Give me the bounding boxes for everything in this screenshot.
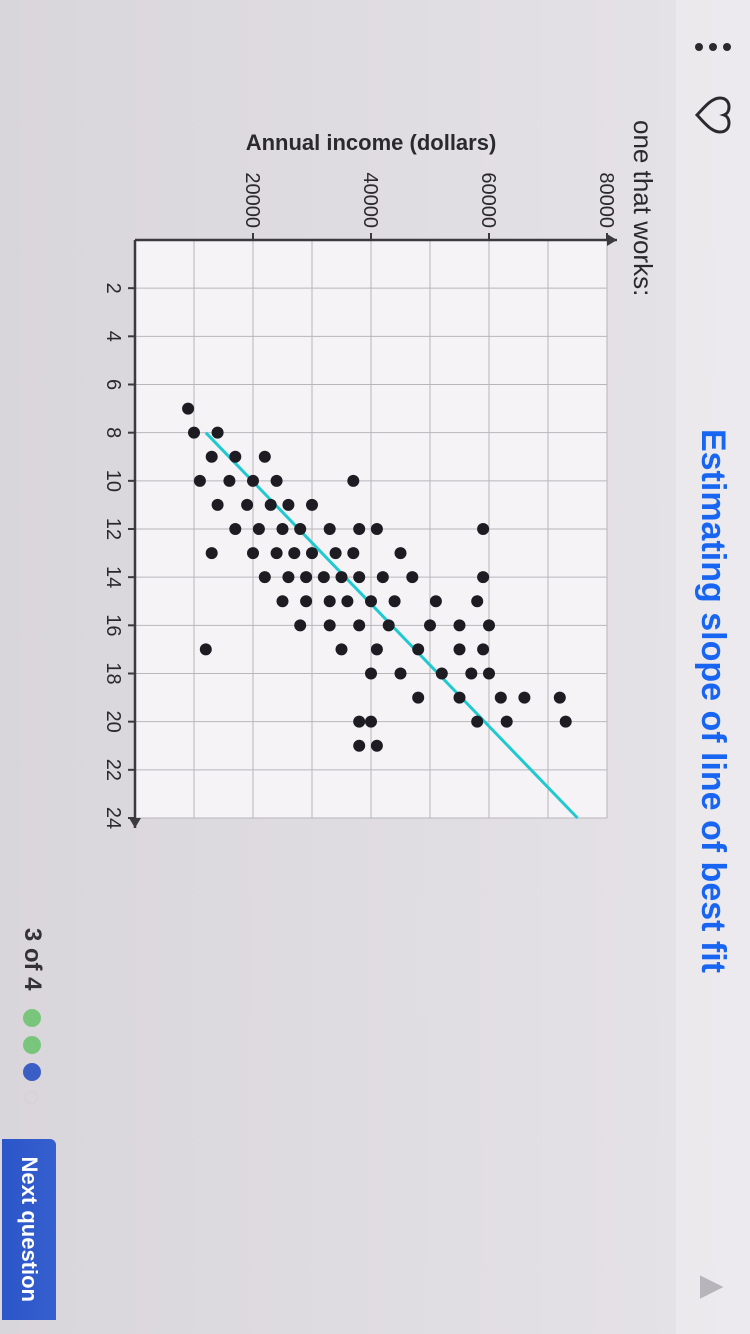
progress-dot <box>25 1090 40 1105</box>
svg-text:20: 20 <box>102 711 124 733</box>
svg-text:60000: 60000 <box>477 172 499 228</box>
progress-dot <box>23 1063 41 1081</box>
progress-dots <box>23 1009 41 1105</box>
page-title: Estimating slope of line of best fit <box>694 136 733 1266</box>
more-icon[interactable] <box>692 26 734 68</box>
content-area: one that works: 246810121416182022242000… <box>62 0 676 1334</box>
app-top-bar: Estimating slope of line of best fit ▲ <box>676 0 750 1334</box>
svg-text:4: 4 <box>102 331 124 342</box>
left-icons <box>692 26 734 136</box>
svg-text:22: 22 <box>102 759 124 781</box>
progress-label: 3 of 4 <box>18 928 46 991</box>
svg-text:10: 10 <box>102 470 124 492</box>
chart-container: 2468101214161820222420000400006000080000… <box>62 120 621 1294</box>
svg-text:2: 2 <box>102 283 124 294</box>
footer-bar: 3 of 4 Next question <box>0 0 62 1334</box>
svg-text:14: 14 <box>102 566 124 588</box>
collapse-arrow-icon[interactable]: ▲ <box>692 1266 734 1308</box>
svg-text:8: 8 <box>102 427 124 438</box>
caption-text: one that works: <box>627 120 658 1294</box>
svg-text:6: 6 <box>102 379 124 390</box>
svg-text:18: 18 <box>102 662 124 684</box>
svg-text:24: 24 <box>102 807 124 829</box>
svg-text:20000: 20000 <box>241 172 263 228</box>
svg-text:40000: 40000 <box>359 172 381 228</box>
scatter-chart: 2468101214161820222420000400006000080000… <box>81 120 621 840</box>
svg-text:Annual income (dollars): Annual income (dollars) <box>246 130 497 155</box>
svg-text:12: 12 <box>102 518 124 540</box>
svg-text:16: 16 <box>102 614 124 636</box>
progress-dot <box>23 1036 41 1054</box>
heart-icon[interactable] <box>692 94 734 136</box>
progress-dot <box>23 1009 41 1027</box>
svg-text:80000: 80000 <box>595 172 617 228</box>
next-question-button[interactable]: Next question <box>2 1139 56 1320</box>
